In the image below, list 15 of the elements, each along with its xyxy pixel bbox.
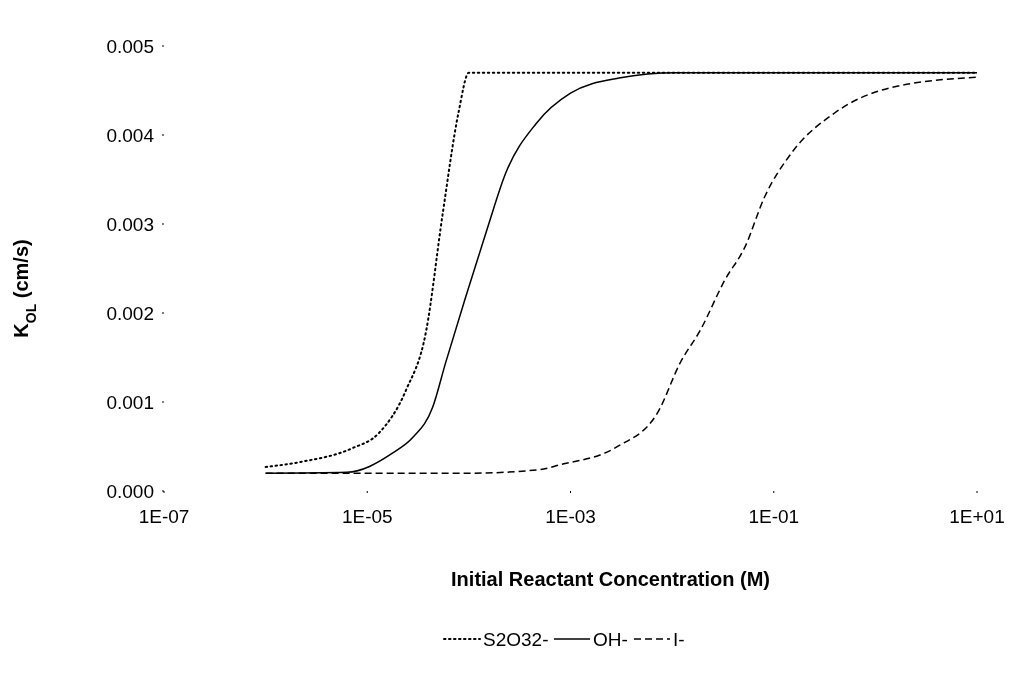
y-tick-label: 0.000 [106,480,154,502]
legend-label: S2O32- [483,628,549,650]
y-tick-label: 0.003 [106,213,154,235]
x-tick-label: 1E-05 [341,506,393,527]
x-tick-label: 1E-07 [138,506,190,527]
y-tick-label: 0.004 [106,124,155,146]
x-tick-label: 1E-03 [545,506,596,527]
x-tick-label: 1E-01 [748,506,800,527]
x-tick-label: 1E+01 [949,506,1005,527]
legend-label: OH- [593,628,628,650]
x-axis-title: Initial Reactant Concentration (M) [451,568,770,590]
y-tick-label: 0.005 [106,35,154,57]
legend-label: I- [673,628,685,650]
y-tick-label: 0.001 [106,391,154,413]
y-tick-label: 0.002 [106,302,154,324]
